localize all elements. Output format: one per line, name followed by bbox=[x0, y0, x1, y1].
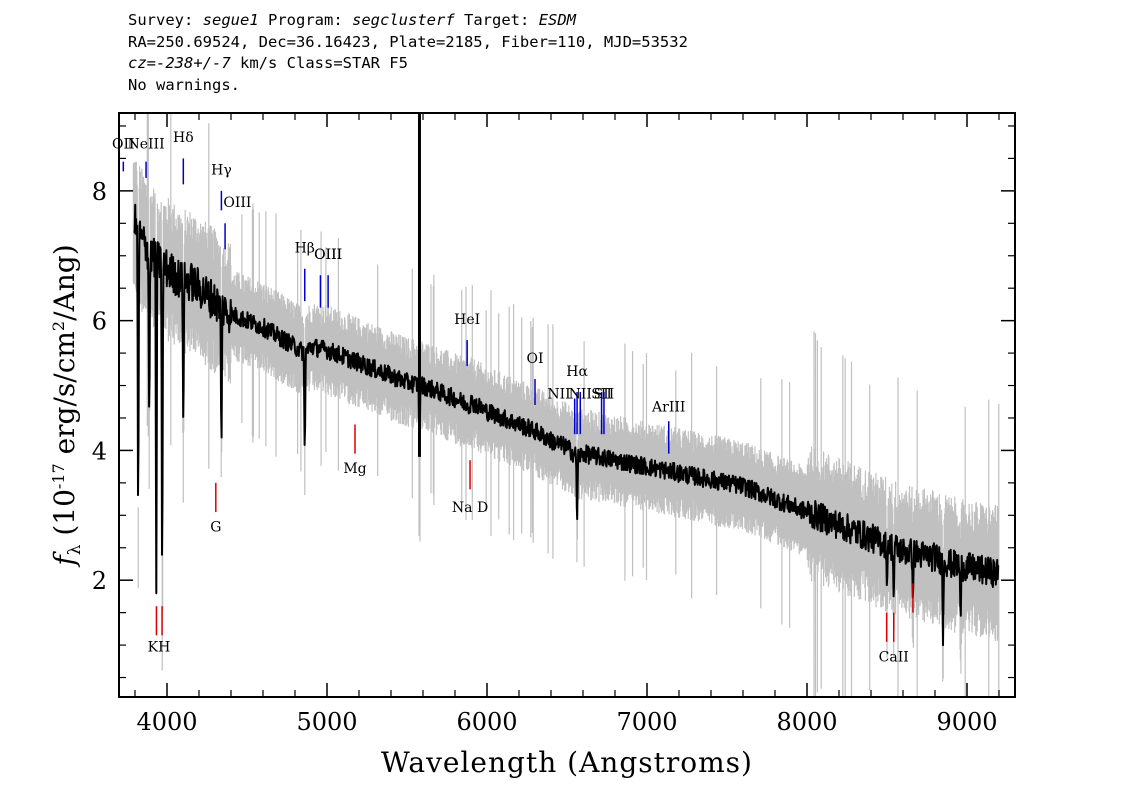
program-label: Program: bbox=[268, 11, 343, 29]
flux-spectrum-line bbox=[133, 203, 1000, 647]
x-tick-label-3: 7000 bbox=[616, 708, 677, 736]
emission-line-label-9: OI bbox=[526, 351, 543, 367]
x-tick-label-2: 6000 bbox=[456, 708, 517, 736]
emission-line-label-1: NeIII bbox=[127, 137, 164, 153]
emission-line-label-4: OIII bbox=[223, 195, 251, 211]
x-tick-label-1: 5000 bbox=[296, 708, 357, 736]
y-label-subscript: λ bbox=[65, 544, 85, 555]
y-axis-label: fλ (10-17 erg/s/cm2/Ang) bbox=[48, 244, 85, 567]
x-tick-label-4: 8000 bbox=[776, 708, 837, 736]
survey-value: segue1 bbox=[202, 11, 259, 29]
program-value: segclusterf bbox=[352, 11, 455, 29]
error-band-layer bbox=[132, 113, 1000, 697]
y-label-text-2: erg/s/cm bbox=[48, 331, 81, 463]
emission-line-label-7: OIII bbox=[314, 247, 342, 263]
emission-line-label-11: Hα bbox=[566, 364, 588, 380]
x-axis-label: Wavelength (Angstroms) bbox=[381, 746, 753, 779]
y-tick-label-2: 6 bbox=[92, 308, 107, 336]
y-tick-label-0: 2 bbox=[92, 567, 107, 595]
survey-label: Survey: bbox=[128, 11, 194, 29]
absorption-line-label-4: Na D bbox=[452, 500, 488, 516]
emission-line-label-12: NII bbox=[569, 387, 592, 403]
emission-line-label-0: OII bbox=[112, 137, 135, 153]
target-value: ESDM bbox=[538, 11, 577, 29]
y-label-text-0: (10 bbox=[48, 489, 81, 544]
emission-line-label-10: NII bbox=[547, 387, 570, 403]
cz-label: cz= bbox=[128, 54, 156, 72]
absorption-line-label-5: CaII bbox=[879, 649, 909, 665]
emission-line-label-13: SII bbox=[591, 387, 612, 403]
emission-line-label-8: HeI bbox=[454, 312, 480, 328]
plot-frame bbox=[118, 112, 1016, 698]
y-tick-label-3: 8 bbox=[92, 178, 107, 206]
spectrum-header: Survey: segue1 Program: segclusterf Targ… bbox=[128, 10, 1008, 96]
absorption-line-label-3: Mg bbox=[343, 461, 366, 477]
header-line-2: RA=250.69524, Dec=36.16423, Plate=2185, … bbox=[128, 32, 688, 51]
y-tick-label-1: 4 bbox=[92, 437, 107, 465]
flux-layer bbox=[133, 113, 1000, 647]
emission-line-label-3: Hγ bbox=[211, 163, 232, 179]
header-line-3: cz=-238+/-7 km/s Class=STAR F5 bbox=[128, 53, 1008, 75]
header-line-1: Survey: segue1 Program: segclusterf Targ… bbox=[128, 10, 1008, 32]
absorption-line-label-0: KH bbox=[148, 640, 171, 656]
emission-line-label-14: SII bbox=[594, 387, 615, 403]
emission-line-label-2: Hδ bbox=[173, 130, 194, 146]
absorption-line-label-2: G bbox=[210, 520, 221, 536]
emission-line-label-5: Hβ bbox=[295, 241, 315, 257]
y-label-superscript-3: 2 bbox=[49, 321, 68, 331]
y-label-text-4: /Ang) bbox=[48, 244, 81, 321]
header-line-4: No warnings. bbox=[128, 75, 240, 94]
cz-tail: km/s Class=STAR F5 bbox=[240, 54, 408, 72]
y-label-superscript-1: -17 bbox=[49, 463, 68, 489]
axes-layer: 4000 5000 6000 7000 8000 9000 2 4 6 8 bbox=[92, 113, 1015, 736]
x-tick-label-5: 9000 bbox=[936, 708, 997, 736]
emission-line-label-6: OIII bbox=[314, 247, 342, 263]
cz-value: -238+/-7 bbox=[156, 54, 231, 72]
error-spectrum-band bbox=[132, 113, 1000, 697]
x-tick-label-0: 4000 bbox=[136, 708, 197, 736]
target-label: Target: bbox=[464, 11, 530, 29]
emission-line-label-15: ArIII bbox=[651, 399, 685, 415]
